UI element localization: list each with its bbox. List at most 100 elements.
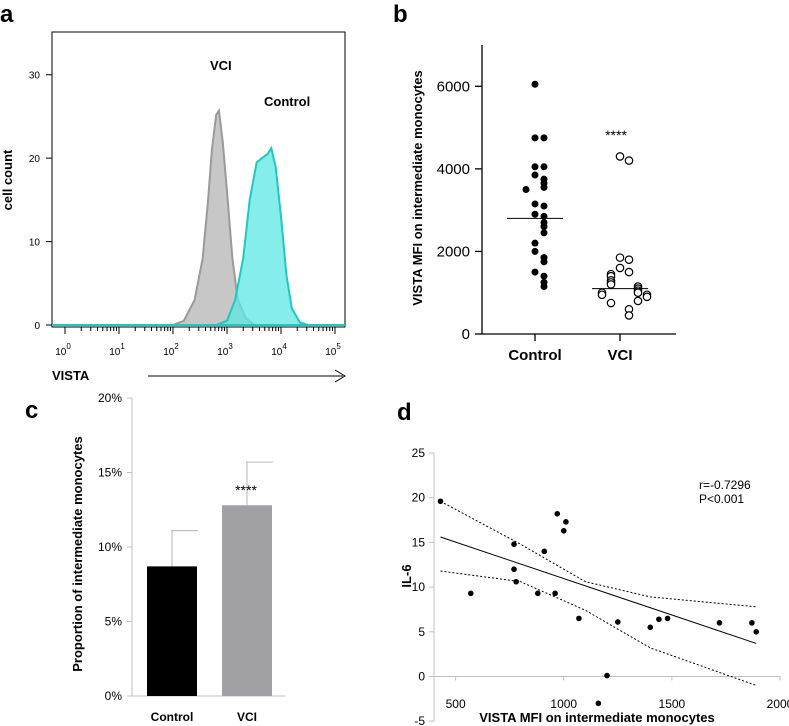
confidence-band-lower — [440, 570, 757, 686]
bar-x-tick-label: VCI — [237, 710, 257, 724]
tick-base: 10 — [109, 347, 121, 358]
dotplot-x-tick-label: VCI — [607, 347, 632, 364]
histogram-x-tick-label: 102 — [163, 342, 179, 358]
dot-control — [531, 239, 539, 247]
panel-c: c 0% 5% 10% 15% 20% Control VCI Proportion of… — [25, 391, 285, 724]
bar-y-tick-label: 15% — [98, 466, 122, 480]
histogram-plot — [52, 107, 345, 326]
scatter-point — [656, 616, 662, 623]
correlation-x-label: VISTA MFI on intermediate monocytes — [479, 710, 714, 725]
dotplot-y-label: VISTA MFI on intermediate monocytes — [410, 70, 425, 305]
dot-control — [522, 186, 530, 193]
histogram-y-ticks: 0 10 20 30 — [29, 71, 52, 332]
histogram-y-tick-label: 20 — [29, 154, 41, 165]
dotplot-x-tick-label: Control — [508, 347, 561, 364]
scatter-point — [541, 548, 548, 555]
scatter-point — [576, 615, 582, 622]
scatter-point — [615, 619, 621, 625]
regression-line — [440, 536, 757, 644]
tick-base: 10 — [325, 347, 337, 358]
scatter-point — [753, 629, 760, 635]
annotation-control: Control — [264, 94, 310, 109]
annotation-vci: VCI — [210, 58, 232, 73]
tick-exponent: 1 — [120, 342, 125, 351]
dotplot-axes: 0 2000 4000 6000 Control VCI — [437, 45, 676, 364]
dot-control — [540, 229, 548, 237]
correlation-x-tick-label: 500 — [446, 697, 466, 711]
x-axis-arrow-head — [334, 369, 346, 383]
scatter-point — [560, 527, 567, 534]
dot-control — [531, 247, 539, 255]
dot-control — [540, 283, 548, 291]
dotplot-y-tick-label: 4000 — [437, 161, 470, 178]
correlation-plot — [437, 498, 760, 707]
scatter-point — [513, 578, 519, 585]
scatter-point — [511, 541, 517, 547]
histogram-y-tick-label: 0 — [34, 321, 40, 332]
bar-y-tick-label: 10% — [98, 540, 122, 554]
scatter-point — [604, 672, 610, 679]
dotplot-y-tick-label: 0 — [462, 326, 470, 343]
scatter-point — [552, 590, 558, 597]
scatter-point — [535, 590, 541, 597]
bar-significance: **** — [235, 482, 257, 498]
dotplot-points — [507, 80, 652, 320]
panel-label-c: c — [25, 397, 38, 424]
confidence-band-upper — [440, 500, 757, 608]
panel-d: d -5 0 5 10 15 20 25 500 1000 1500 2000 IL-6 VISTA… — [397, 399, 789, 726]
bar-axes: 0% 5% 10% 15% 20% — [98, 391, 285, 703]
dot-control — [531, 268, 539, 276]
bar-series: Control VCI — [147, 461, 273, 724]
scatter-point — [511, 566, 517, 573]
dot-control — [540, 223, 548, 231]
correlation-p-value: P<0.001 — [699, 492, 744, 506]
tick-exponent: 3 — [228, 342, 233, 351]
scatter-point — [664, 615, 671, 622]
panel-label-b: b — [393, 1, 408, 28]
dot-vci — [615, 253, 625, 262]
dot-vci — [624, 156, 634, 165]
correlation-y-tick-label: 25 — [412, 446, 426, 460]
histogram-x-label: VISTA — [52, 368, 90, 383]
dot-control — [531, 134, 539, 142]
tick-exponent: 5 — [336, 342, 341, 351]
correlation-x-tick-label: 2000 — [767, 697, 789, 711]
scatter-point — [749, 620, 755, 626]
correlation-y-tick-label: -5 — [414, 714, 425, 726]
scatter-point — [467, 590, 474, 597]
scatter-point — [554, 510, 561, 517]
tick-base: 10 — [271, 347, 283, 358]
correlation-r-value: r=-0.7296 — [699, 478, 751, 492]
correlation-y-tick-label: 15 — [412, 535, 426, 549]
dot-vci — [624, 267, 634, 277]
bar-y-tick-label: 5% — [105, 615, 123, 629]
dot-vci — [606, 298, 616, 308]
dot-control — [531, 171, 539, 179]
panel-label-d: d — [397, 399, 412, 426]
histogram-y-label: cell count — [0, 149, 15, 210]
correlation-y-label: IL-6 — [399, 564, 414, 587]
dot-control — [540, 134, 548, 142]
scatter-point — [716, 620, 723, 626]
dot-vci — [642, 292, 652, 302]
tick-base: 10 — [55, 347, 67, 358]
dot-vci — [597, 290, 607, 300]
dot-control — [531, 200, 539, 208]
histogram-x-tick-label: 104 — [271, 342, 287, 358]
dot-control — [531, 80, 539, 88]
tick-exponent: 2 — [174, 342, 179, 351]
bar-y-label: Proportion of intermediate monocytes — [70, 436, 85, 671]
dot-control — [540, 163, 548, 171]
dot-vci — [615, 263, 625, 273]
dotplot-significance: **** — [605, 127, 627, 143]
bar-y-tick-label: 20% — [98, 391, 122, 405]
dot-vci — [624, 255, 634, 264]
histogram-x-tick-label: 103 — [217, 342, 233, 358]
histogram-x-tick-label: 101 — [109, 342, 125, 358]
histogram-x-tick-label: 100 — [55, 342, 71, 358]
dot-control — [540, 272, 548, 280]
histogram-x-tick-label: 105 — [325, 342, 341, 358]
dot-vci — [633, 296, 643, 306]
tick-exponent: 4 — [282, 342, 287, 351]
